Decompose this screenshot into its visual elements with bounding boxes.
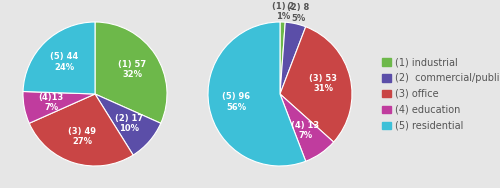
- Wedge shape: [29, 94, 133, 166]
- Text: (5) 96
56%: (5) 96 56%: [222, 92, 250, 112]
- Wedge shape: [280, 94, 334, 161]
- Text: (4)13
7%: (4)13 7%: [38, 93, 64, 112]
- Wedge shape: [208, 22, 306, 166]
- Text: (1) 2
1%: (1) 2 1%: [272, 2, 294, 21]
- Wedge shape: [280, 27, 352, 142]
- Text: (2) 17
10%: (2) 17 10%: [114, 114, 143, 133]
- Text: (3) 49
27%: (3) 49 27%: [68, 127, 96, 146]
- Legend: (1) industrial, (2)  commercial/public, (3) office, (4) education, (5) residenti: (1) industrial, (2) commercial/public, (…: [382, 57, 500, 131]
- Wedge shape: [95, 94, 161, 155]
- Text: (3) 53
31%: (3) 53 31%: [310, 74, 338, 93]
- Text: (4) 13
7%: (4) 13 7%: [291, 121, 320, 140]
- Wedge shape: [23, 22, 95, 94]
- Wedge shape: [280, 22, 305, 94]
- Wedge shape: [23, 92, 95, 123]
- Wedge shape: [280, 22, 285, 94]
- Text: (5) 44
24%: (5) 44 24%: [50, 52, 78, 72]
- Wedge shape: [95, 22, 167, 123]
- Text: (1) 57
32%: (1) 57 32%: [118, 60, 146, 79]
- Text: (2) 8
5%: (2) 8 5%: [287, 4, 309, 23]
